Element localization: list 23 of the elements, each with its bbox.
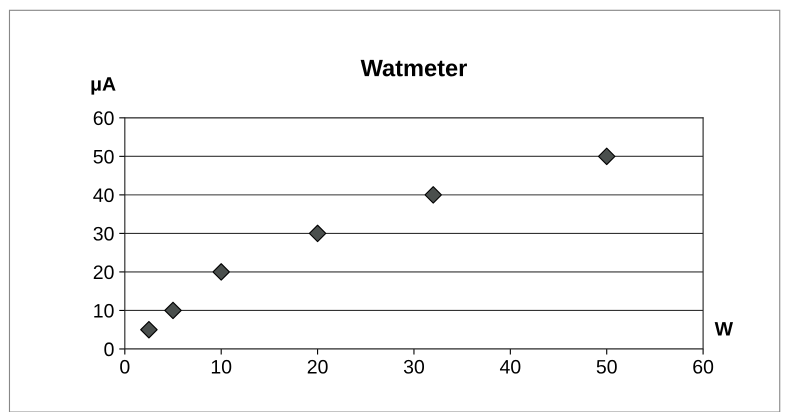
point (598, 148, 616, 166)
x-tick-label: 0 (120, 360, 130, 374)
y-tick-label: 40 (93, 188, 114, 202)
chart-title: Watmeter (360, 60, 467, 76)
point (140, 320, 158, 338)
y-axis-title: μA (91, 77, 116, 95)
y-tick-label: 60 (94, 111, 114, 126)
x-tick-label: 20 (308, 360, 328, 374)
y-tick-label: 30 (94, 226, 114, 241)
point (164, 302, 182, 320)
x-axis-title: W (714, 322, 733, 336)
y-tick-label: 50 (94, 150, 114, 164)
x-tick-label: 10 (212, 360, 232, 374)
y-tick-label: 20 (94, 265, 114, 280)
point (212, 263, 230, 281)
point (424, 186, 442, 204)
y-tick-label: 0 (104, 342, 114, 356)
y-tick-label: 10 (94, 304, 114, 318)
x-tick-label: 50 (596, 360, 617, 374)
x-tick-label: 30 (404, 360, 424, 374)
x-tick-label: 40 (500, 360, 520, 374)
x-tick-label: 60 (693, 360, 714, 374)
point (308, 224, 326, 242)
